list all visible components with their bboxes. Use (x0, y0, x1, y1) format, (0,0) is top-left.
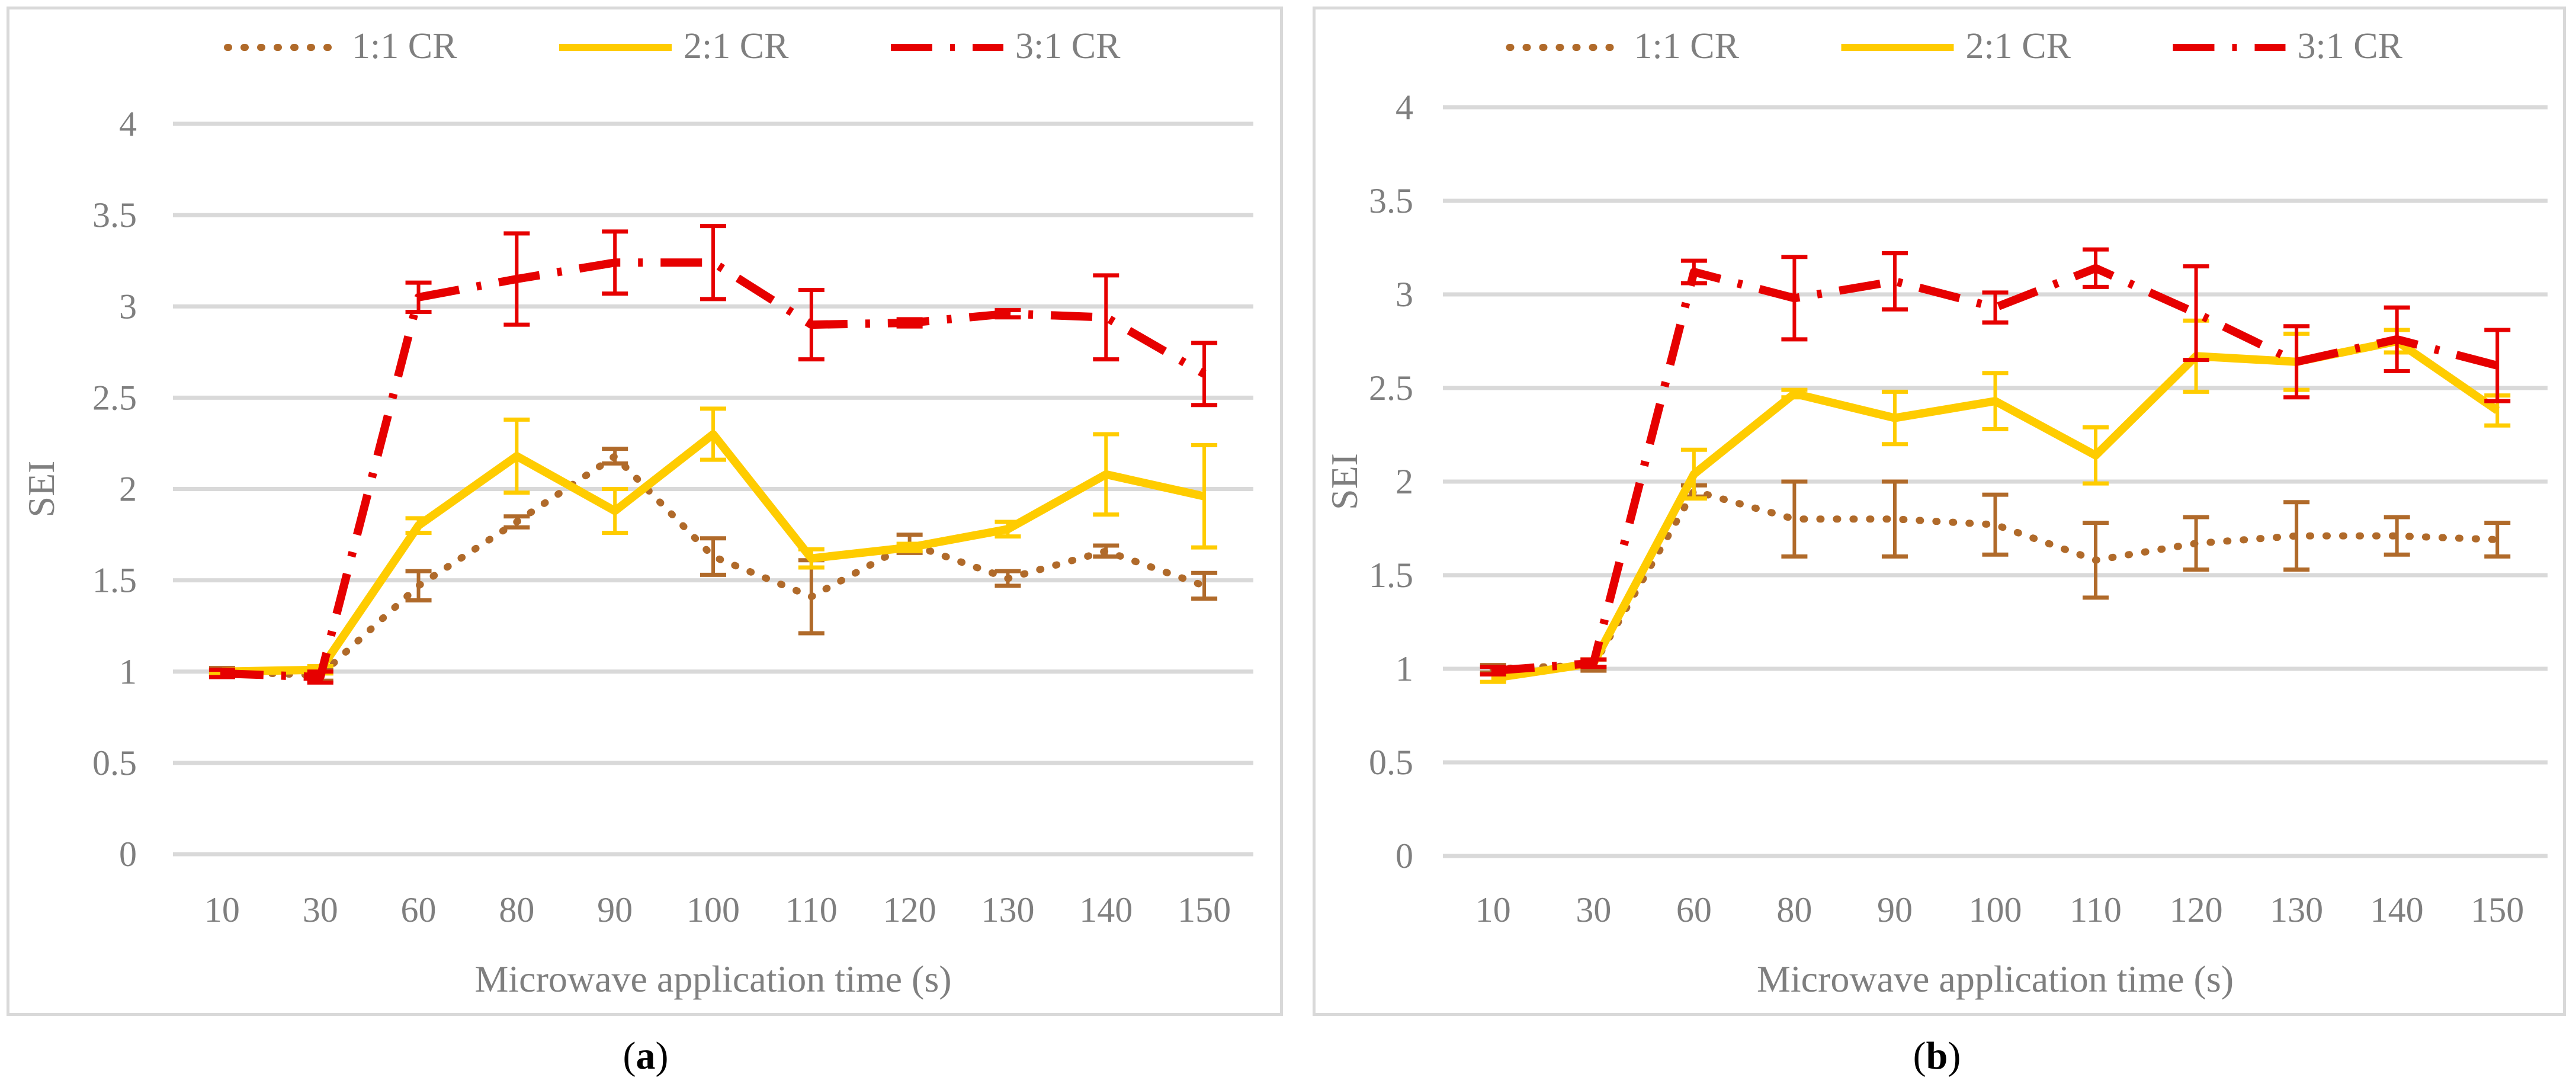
y-tick-label: 2.5 (1369, 368, 1413, 408)
x-tick-label: 130 (981, 890, 1034, 929)
y-tick-label: 3.5 (1369, 181, 1413, 220)
legend-label: 1:1 CR (352, 26, 457, 66)
legend-label: 2:1 CR (1966, 26, 2071, 66)
chart-panel-a: 0 0.5 1 1.5 2 2.5 3 3.5 4 10 30 60 80 90 100 110 120 130 1… (7, 7, 1283, 1016)
series-line-3-1- (1493, 264, 2498, 675)
y-tick-label: 4 (1396, 88, 1413, 127)
legend-label: 3:1 CR (2298, 26, 2403, 66)
caption-b-close: ) (1948, 1034, 1961, 1078)
x-tick-label: 140 (1079, 890, 1133, 929)
series-line-1-1- (218, 453, 1208, 679)
y-tick-label: 3 (119, 287, 137, 326)
x-tick-label: 100 (686, 890, 740, 929)
x-tick-label: 10 (1475, 890, 1511, 929)
y-tick-label: 2.5 (92, 378, 137, 417)
x-tick-label: 120 (883, 890, 936, 929)
legend-label: 2:1 CR (684, 26, 789, 66)
y-tick-label: 0 (1396, 836, 1413, 876)
series-line-2-1- (222, 430, 1205, 676)
series-line-3-1- (222, 258, 1207, 681)
y-tick-label: 3 (1396, 275, 1413, 314)
x-axis-title: Microwave application time (s) (474, 958, 951, 1000)
x-tick-label: 90 (597, 890, 633, 929)
caption-b-letter: b (1926, 1034, 1948, 1078)
x-tick-label: 80 (499, 890, 534, 929)
x-tick-label: 140 (2370, 890, 2424, 929)
x-tick-label: 110 (2070, 890, 2122, 929)
legend-label: 1:1 CR (1634, 26, 1740, 66)
y-tick-label: 0 (119, 835, 137, 874)
y-tick-label: 0.5 (92, 743, 137, 783)
x-tick-label: 120 (2170, 890, 2223, 929)
caption-b-open: ( (1913, 1034, 1926, 1078)
y-axis-title: SEI (20, 461, 62, 518)
y-axis-title: SEI (1323, 453, 1365, 510)
y-tick-label: 4 (119, 104, 137, 143)
x-tick-label: 60 (401, 890, 437, 929)
x-tick-label: 60 (1676, 890, 1712, 929)
caption-a-close: ) (655, 1034, 669, 1078)
x-tick-label: 30 (1576, 890, 1611, 929)
y-tick-label: 2 (1396, 462, 1413, 501)
y-tick-label: 1 (119, 652, 137, 691)
x-tick-label: 150 (2471, 890, 2524, 929)
caption-b: (b) (1878, 1034, 1996, 1079)
x-axis-title: Microwave application time (s) (1757, 958, 2234, 1000)
caption-a-letter: a (636, 1034, 656, 1078)
x-tick-label: 80 (1776, 890, 1812, 929)
chart-a-svg: 0 0.5 1 1.5 2 2.5 3 3.5 4 10 30 60 80 90 100 110 120 130 1… (20, 26, 1253, 1000)
y-tick-label: 3.5 (92, 195, 137, 235)
chart-b-svg: 0 0.5 1 1.5 2 2.5 3 3.5 4 10 30 60 80 90 100 110 120 130 1… (1323, 26, 2548, 1000)
x-tick-label: 150 (1178, 890, 1231, 929)
series-line-1-1- (1489, 487, 2501, 672)
y-tick-label: 1 (1396, 649, 1413, 688)
y-tick-label: 1.5 (1369, 556, 1413, 595)
chart-panel-b: 0 0.5 1 1.5 2 2.5 3 3.5 4 10 30 60 80 90 100 110 120 130 1… (1313, 7, 2566, 1016)
x-tick-label: 100 (1969, 890, 2022, 929)
x-tick-label: 10 (204, 890, 240, 929)
x-tick-label: 90 (1877, 890, 1913, 929)
legend-label: 3:1 CR (1015, 26, 1121, 66)
x-tick-label: 130 (2270, 890, 2323, 929)
x-tick-label: 110 (785, 890, 838, 929)
y-tick-label: 2 (119, 470, 137, 509)
caption-a-open: ( (623, 1034, 636, 1078)
y-tick-label: 0.5 (1369, 743, 1413, 782)
x-tick-label: 30 (303, 890, 338, 929)
y-tick-label: 1.5 (92, 561, 137, 600)
caption-a: (a) (586, 1034, 705, 1079)
